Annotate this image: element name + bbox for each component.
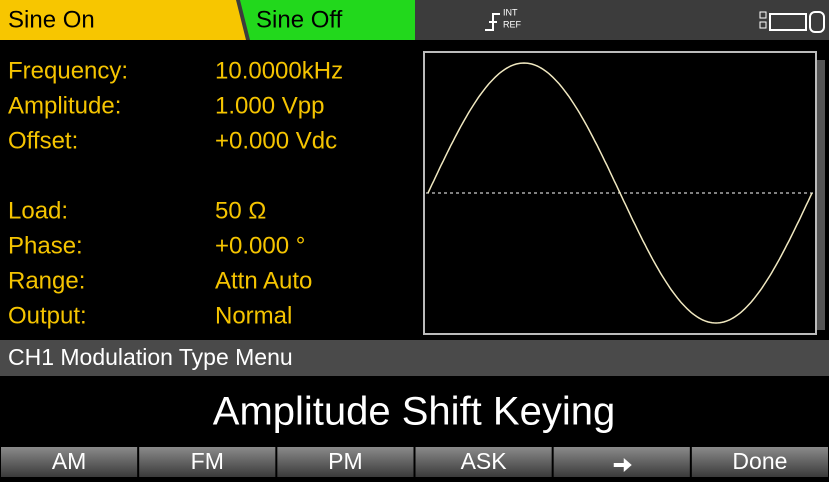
param-value: 10.0000kHz [215,57,343,84]
ref-label: REF [503,19,522,29]
ref-label: INT [503,7,518,17]
icon [759,11,767,19]
softkey[interactable] [1,447,138,477]
softkey[interactable] [415,447,552,477]
softkey-label: FM [191,448,224,474]
parameters: Frequency: 10.0000kHz Amplitude: 1.000 Vpp O… [8,57,343,329]
icon [769,13,807,31]
sine-wave [427,62,813,324]
ref-icon [485,13,500,31]
icon [759,21,767,29]
tab-inactive[interactable] [240,0,415,40]
param-label: Frequency: [8,57,128,84]
param-label: Load: [8,197,68,224]
param-value: +0.000 ° [215,232,305,259]
softkey[interactable] [139,447,276,477]
softkeys: AM FM PM ASK Done [1,447,828,477]
softkey[interactable] [553,447,690,477]
param-label: Output: [8,302,87,329]
param-label: Range: [8,267,85,294]
softkey-label: ASK [461,448,508,474]
param-label: Phase: [8,232,83,259]
softkey[interactable] [691,447,828,477]
softkey-label: AM [52,448,87,474]
param-label: Offset: [8,127,78,154]
tab-label: Sine On [8,6,95,33]
param-value: Normal [215,302,292,329]
param-value: Attn Auto [215,267,312,294]
softkey[interactable] [277,447,414,477]
softkey-label: Done [732,448,787,474]
scrollbar [817,60,825,330]
tab-label: Sine Off [256,6,343,33]
softkey-label: PM [328,448,363,474]
param-label: Amplitude: [8,92,121,119]
selection: Amplitude Shift Keying [213,390,615,434]
tab-active[interactable] [0,0,246,40]
arrow-icon [613,458,632,472]
param-value: 1.000 Vpp [215,92,324,119]
param-value: +0.000 Vdc [215,127,337,154]
menu-bar [0,340,829,376]
param-value: 50 Ω [215,197,266,224]
menu-title: CH1 Modulation Type Menu [8,344,293,370]
icon [809,11,825,33]
